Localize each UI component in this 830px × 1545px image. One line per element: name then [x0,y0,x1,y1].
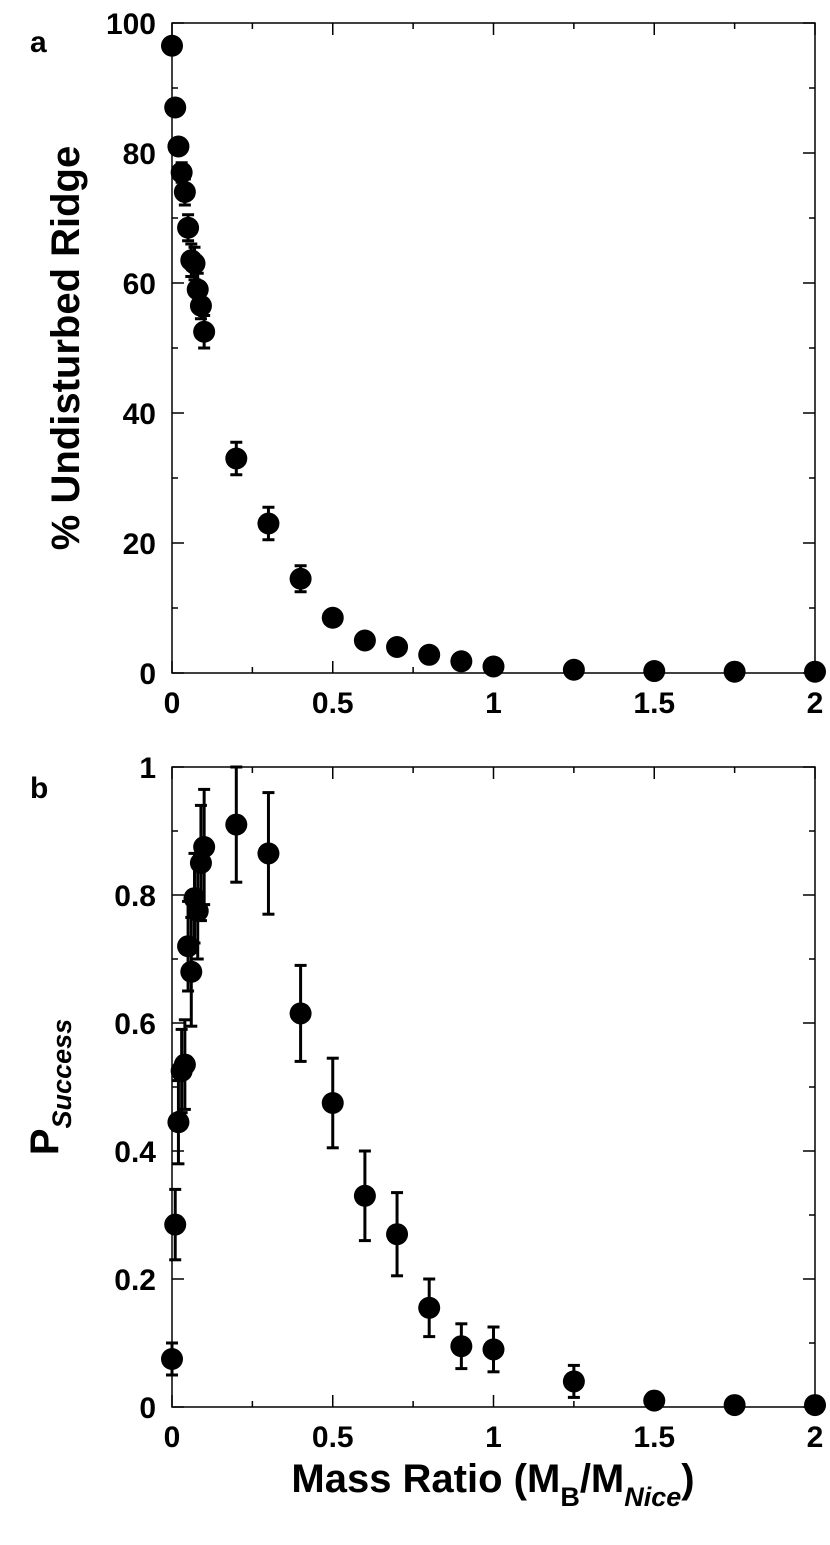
x-tick-label: 1 [485,1421,502,1454]
data-point [225,447,248,470]
svg-text:PSuccess: PSuccess [23,1019,77,1155]
panel-a-y-tick-labels: 0 20 40 60 80 100 [106,8,156,691]
y-tick-label: 0 [139,1392,156,1425]
data-point [418,643,441,666]
panel-b: b 0 0.5 1 1.5 2 0 0.2 0.4 0.6 0.8 1 PSuccess Mass… [23,752,826,1512]
data-point [321,606,344,629]
panel-b-y-tick-labels: 0 0.2 0.4 0.6 0.8 1 [114,752,156,1425]
x-tick-label: 2 [807,1421,824,1454]
x-tick-label: 0 [164,687,181,720]
data-point [180,960,203,983]
x-axis-title-part3: ) [681,1457,694,1501]
x-tick-label: 1 [485,687,502,720]
data-point [643,660,666,683]
data-point [386,1223,409,1246]
data-point [353,1184,376,1207]
data-point [562,658,585,681]
data-point [450,1335,473,1358]
y-tick-label: 0.4 [114,1136,156,1169]
data-point [804,660,826,683]
panel-b-y-axis-title: PSuccess [23,1019,77,1155]
data-point [193,320,216,343]
data-point [225,813,248,836]
x-axis-title-part2: /M [580,1457,624,1501]
y-tick-label: 1 [139,752,156,785]
data-point [353,629,376,652]
panel-a-x-tick-labels: 0 0.5 1 1.5 2 [164,687,824,720]
y-tick-label: 0.2 [114,1264,156,1297]
y-tick-label: 80 [123,138,156,171]
panel-b-x-axis-title: Mass Ratio (MB/MNice) [291,1457,694,1512]
data-point [173,1053,196,1076]
data-point [482,1338,505,1361]
data-point [482,655,505,678]
panel-a-label: a [30,26,47,59]
x-tick-label: 1.5 [633,1421,675,1454]
data-point [257,842,280,865]
data-point [723,660,746,683]
panel-a-ticks [171,22,816,674]
x-tick-label: 2 [807,687,824,720]
data-point [167,1111,190,1134]
data-point [257,512,280,535]
data-point [804,1394,826,1417]
x-tick-label: 1.5 [633,687,675,720]
data-point [723,1394,746,1417]
y-tick-label: 100 [106,8,156,41]
data-point [161,34,183,57]
data-point [289,567,312,590]
panel-a-plot-frame [171,22,816,674]
x-tick-label: 0.5 [312,687,354,720]
data-point [164,1213,187,1236]
panel-b-points [161,765,826,1417]
x-axis-title-sub2: Nice [624,1482,681,1512]
panel-b-y-axis-title-sub: Success [47,1019,77,1129]
panel-b-label: b [30,772,48,805]
data-point [167,135,190,158]
panel-a-points [161,34,826,683]
data-point [164,96,187,119]
x-axis-title-part1: Mass Ratio (M [291,1457,560,1501]
data-point [562,1370,585,1393]
data-point [450,650,473,673]
data-point [161,1348,183,1370]
data-point [189,294,212,317]
data-point [289,1002,312,1025]
y-tick-label: 0.6 [114,1008,156,1041]
panel-a-y-axis-title: % Undisturbed Ridge [44,146,88,550]
y-tick-label: 60 [123,268,156,301]
panel-b-y-axis-title-main: P [23,1128,67,1155]
y-tick-label: 0 [139,658,156,691]
data-point [177,216,200,239]
data-point [386,636,409,658]
y-tick-label: 40 [123,398,156,431]
x-axis-title-sub1: B [560,1482,580,1512]
data-point [321,1092,344,1114]
data-point [643,1389,666,1412]
data-point [193,836,216,858]
y-tick-label: 20 [123,528,156,561]
x-tick-label: 0.5 [312,1421,354,1454]
y-tick-label: 0.8 [114,880,156,913]
panel-b-x-tick-labels: 0 0.5 1 1.5 2 [164,1421,824,1454]
data-point [173,181,196,203]
data-point [183,252,206,275]
x-tick-label: 0 [164,1421,181,1454]
data-point [418,1296,441,1319]
panel-a: a 0 0.5 1 1.5 2 0 20 40 60 80 100 % Undisturbed R… [30,8,826,720]
